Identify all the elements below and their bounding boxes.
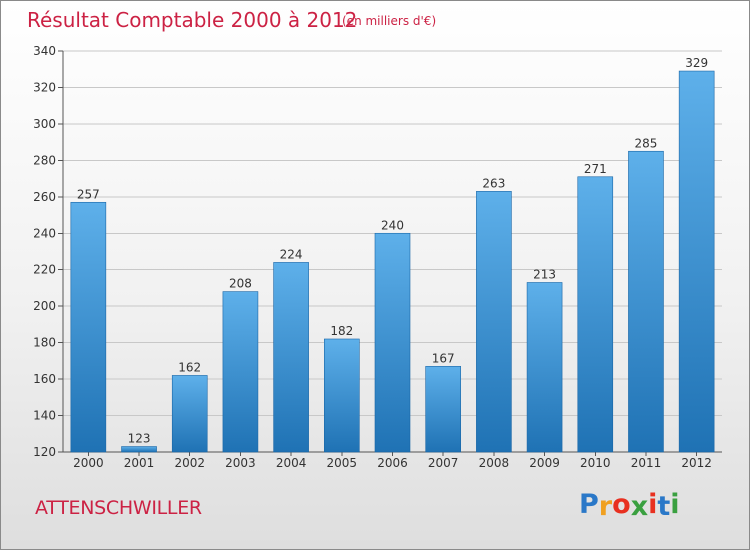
data-label: 240 — [381, 218, 404, 232]
logo-letter: o — [612, 489, 631, 520]
y-tick-label: 240 — [33, 226, 56, 240]
chart-subtitle: (en milliers d'€) — [342, 14, 437, 28]
data-label: 162 — [178, 360, 201, 374]
y-tick-label: 320 — [33, 80, 56, 94]
data-label: 285 — [635, 136, 658, 150]
bar-2002 — [171, 375, 208, 453]
x-tick-label: 2011 — [631, 456, 662, 470]
x-tick-label: 2006 — [377, 456, 408, 470]
chart-title: Résultat Comptable 2000 à 2012 — [27, 8, 358, 32]
y-tick-label: 180 — [33, 336, 56, 350]
x-tick-label: 2002 — [174, 456, 205, 470]
bar-2004 — [273, 262, 309, 453]
bar-2007 — [425, 366, 461, 453]
x-tick-label: 2003 — [225, 456, 256, 470]
bar-2001 — [121, 446, 157, 453]
logo-letter: x — [630, 491, 649, 522]
data-label: 208 — [229, 277, 252, 291]
data-label: 123 — [128, 432, 151, 446]
x-tick-label: 2007 — [428, 456, 459, 470]
bar-2009 — [526, 282, 563, 453]
data-label: 224 — [280, 247, 303, 261]
logo-letter: i — [670, 489, 680, 520]
y-tick-label: 260 — [33, 190, 56, 204]
axes: 120 140 160 180 200 220 240 260 280 300 320 340 2000… — [33, 44, 722, 470]
y-tick-label: 280 — [33, 153, 56, 167]
x-tick-label: 2012 — [681, 456, 712, 470]
bar-2005 — [324, 338, 360, 453]
data-labels: 257 123 162 208 224 182 240 167 263 213 271 285 329 — [77, 56, 708, 445]
data-label: 167 — [432, 351, 455, 365]
proxiti-logo[interactable]: Proxiti — [579, 489, 680, 522]
y-tick-label: 140 — [33, 409, 56, 423]
x-tick-label: 2001 — [124, 456, 155, 470]
bar-2012 — [678, 70, 715, 453]
x-tick-label: 2004 — [276, 456, 307, 470]
bars — [70, 70, 715, 453]
y-tick-label: 200 — [33, 299, 56, 313]
data-label: 329 — [685, 56, 708, 70]
y-tick-label: 120 — [33, 445, 56, 459]
bar-2010 — [577, 176, 614, 453]
bar-2008 — [476, 191, 512, 453]
y-tick-label: 340 — [33, 44, 56, 58]
data-label: 213 — [533, 267, 556, 281]
bar-2000 — [70, 201, 107, 453]
x-tick-label: 2000 — [73, 456, 104, 470]
logo-letter: r — [598, 491, 613, 522]
y-tick-label: 160 — [33, 372, 56, 386]
location-name: ATTENSCHWILLER — [35, 497, 202, 519]
x-tick-label: 2005 — [327, 456, 358, 470]
y-tick-label: 300 — [33, 117, 56, 131]
data-label: 263 — [482, 176, 505, 190]
bar-2006 — [374, 232, 411, 453]
data-label: 182 — [330, 324, 353, 338]
data-label: 257 — [77, 187, 100, 201]
logo-letter: P — [579, 489, 599, 520]
x-tick-label: 2008 — [479, 456, 510, 470]
x-tick-label: 2010 — [580, 456, 611, 470]
logo-letter: t — [657, 491, 671, 522]
data-label: 271 — [584, 162, 607, 176]
bar-2003 — [222, 291, 259, 453]
y-tick-label: 220 — [33, 263, 56, 277]
x-tick-label: 2009 — [529, 456, 560, 470]
bar-2011 — [628, 150, 664, 453]
logo-letter: i — [648, 489, 658, 520]
